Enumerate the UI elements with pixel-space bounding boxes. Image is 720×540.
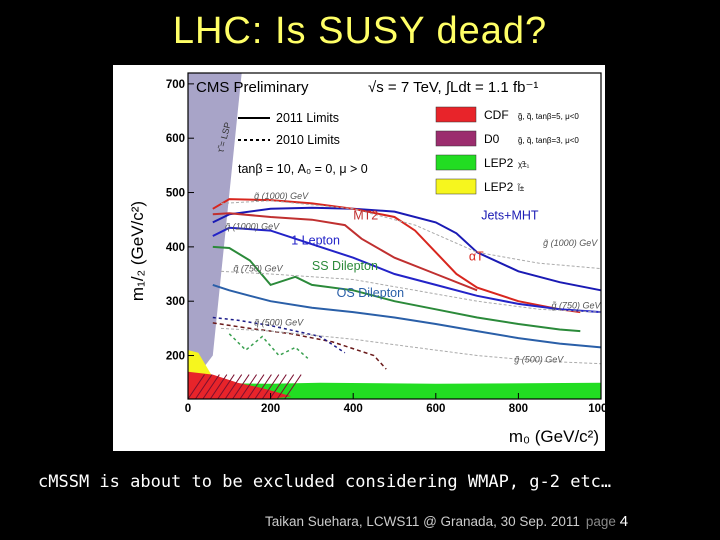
d0-hatch-line [209, 374, 228, 400]
iso-mass-contour [220, 327, 602, 365]
limit-2010-line [228, 333, 309, 359]
d0-hatch-line [224, 374, 243, 400]
series-label: SS Dilepton [312, 259, 378, 273]
x-tick-label: 400 [344, 403, 363, 415]
d0-hatch-line [217, 374, 235, 400]
lep2-chargino-region [188, 382, 601, 399]
exclusion-plot-svg: g̃ (1000) GeV q̃ (1000) GeV q̃ (750) GeV q̃… [128, 72, 605, 446]
y-tick-label: 500 [166, 188, 185, 200]
iso-mass-contour [220, 270, 602, 313]
x-tick-label: 800 [509, 403, 528, 415]
series-label: αT [469, 249, 484, 263]
series-line-0 [212, 206, 602, 292]
plot-frame [187, 72, 602, 400]
limit-2010-line [212, 322, 387, 370]
series-line-1 [212, 198, 581, 314]
slide-title: LHC: Is SUSY dead? [172, 10, 548, 52]
y-axis-label: m₁/₂ (GeV/c²) [128, 201, 147, 301]
legend-right-label: LEP2 [484, 180, 514, 194]
x-tick-label: 0 [185, 403, 191, 415]
iso-mass-contour [220, 200, 602, 270]
legend-right-label: CDF [484, 108, 509, 122]
d0-hatch-line [284, 374, 302, 400]
legend-right-sub: l̃± [517, 184, 525, 193]
legend-right-sub: g̃, q̃, tanβ=5, μ<0 [518, 112, 580, 121]
d0-hatch-line [187, 374, 205, 400]
series-line-5 [212, 283, 602, 349]
legend-right-swatch [435, 178, 477, 195]
series-label: OS Dilepton [337, 286, 404, 300]
slide-body-text: cMSSM is about to be excluded considerin… [38, 472, 612, 492]
footer-citation: Taikan Suehara, LCWS11 @ Granada, 30 Sep… [265, 514, 580, 529]
legend-right-swatch [435, 130, 477, 147]
series-label: Jets+MHT [481, 209, 539, 223]
x-tick-label: 600 [426, 403, 445, 415]
contour-label: g̃ (1000) GeV [254, 191, 309, 201]
d0-hatch-line [261, 374, 280, 400]
contour-label: g̃ (750) GeV [551, 300, 601, 310]
y-tick-label: 700 [166, 79, 185, 91]
stau-lsp-region [188, 73, 242, 378]
legend-right-label: LEP2 [484, 156, 514, 170]
series-label: MT2 [353, 209, 378, 223]
contour-label: q̃ (1000) GeV [225, 221, 280, 231]
series-line-3 [212, 226, 602, 314]
d0-hatch-line [269, 374, 287, 400]
d0-hatch-line [254, 374, 272, 400]
legend-right-label: D0 [484, 132, 500, 146]
plot-title: CMS Preliminary [196, 79, 309, 96]
x-tick-label: 1000 [588, 403, 605, 415]
d0-hatch-line [232, 374, 250, 400]
page-number: 4 [619, 513, 629, 530]
legend-left-label: 2010 Limits [276, 133, 340, 147]
y-tick-label: 300 [166, 296, 185, 308]
params-label: tanβ = 10, A₀ = 0, μ > 0 [238, 162, 368, 176]
d0-hatch-line [239, 374, 257, 400]
slide-footer: Taikan Suehara, LCWS11 @ Granada, 30 Sep… [265, 513, 628, 530]
legend-left-label: 2011 Limits [276, 111, 339, 125]
cdf-region [188, 371, 292, 399]
legend-right-swatch [435, 154, 477, 171]
series-line-2 [212, 212, 478, 292]
page-label: page [585, 514, 616, 529]
d0-hatch-line [276, 374, 295, 400]
y-tick-label: 400 [166, 242, 185, 254]
exclusion-plot: g̃ (1000) GeV q̃ (1000) GeV q̃ (750) GeV q̃… [113, 65, 605, 451]
plot-area [188, 73, 601, 399]
series-line-4 [212, 245, 581, 333]
d0-hatch-line [202, 374, 220, 400]
contour-label: q̃ (500) GeV [254, 318, 304, 328]
contour-label: g̃ (1000) GeV [543, 238, 598, 248]
d0-hatch-line [195, 374, 213, 400]
legend-right-sub: g̃, q̃, tanβ=3, μ<0 [518, 136, 580, 145]
x-axis-label: m₀ (GeV/c²) [509, 427, 599, 446]
energy-label: √s = 7 TeV, ∫Ldt = 1.1 fb⁻¹ [368, 79, 538, 96]
y-tick-label: 200 [166, 351, 185, 363]
y-tick-label: 600 [166, 133, 185, 145]
x-tick-label: 200 [261, 403, 280, 415]
contour-label: q̃ (750) GeV [233, 263, 283, 273]
legend-right-sub: χ̃±₁ [518, 160, 530, 169]
contour-label: g̃ (500) GeV [514, 355, 564, 365]
series-label: 1 Lepton [291, 234, 340, 248]
d0-hatch-line [247, 374, 265, 400]
legend-right-swatch [435, 106, 477, 123]
